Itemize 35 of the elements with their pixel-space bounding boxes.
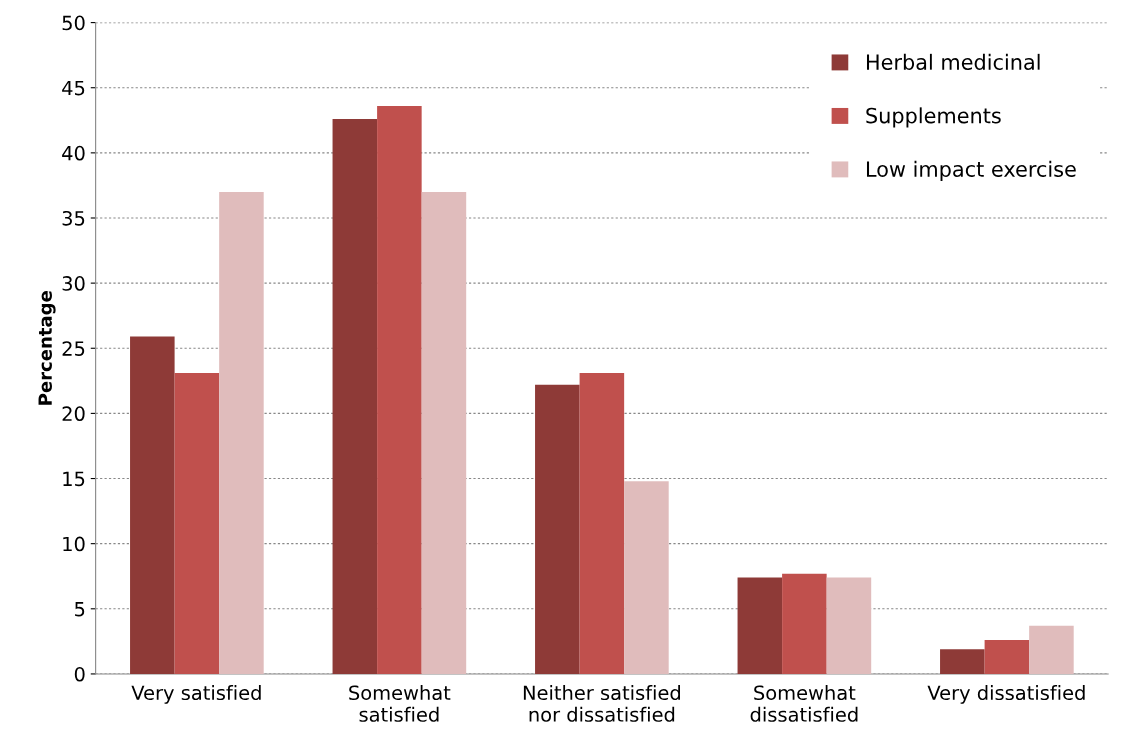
bar: [130, 336, 175, 674]
y-tick-label: 30: [62, 276, 85, 291]
x-tick-label: Very satisfied: [131, 685, 261, 704]
legend-label: Low impact exercise: [866, 160, 1076, 181]
y-axis-title: Percentage: [38, 291, 56, 405]
bar: [332, 118, 378, 674]
bar: [624, 481, 669, 674]
bar: [1029, 625, 1074, 674]
bar: [940, 649, 985, 674]
x-tick-label: Somewhat satisfied: [349, 685, 451, 722]
bar: [984, 640, 1030, 674]
bar: [579, 373, 625, 674]
x-tick-label: Neither satisfied nor dissatisfied: [523, 685, 680, 722]
bar: [174, 373, 220, 674]
y-tick-label: 5: [75, 602, 85, 617]
y-tick-label: 20: [62, 406, 85, 422]
legend-label: Supplements: [866, 107, 1001, 128]
bar: [219, 191, 264, 674]
bar: [737, 577, 783, 674]
bar: [782, 573, 827, 674]
bar: [421, 191, 467, 674]
y-tick-label: 25: [62, 341, 85, 356]
y-tick-label: 40: [62, 145, 85, 161]
y-tick-label: 35: [62, 210, 85, 226]
x-tick-label: Very dissatisfied: [927, 685, 1085, 704]
bar: [826, 577, 872, 674]
y-tick-label: 50: [62, 15, 85, 31]
y-tick-label: 15: [63, 471, 85, 487]
y-tick-label: 0: [74, 666, 85, 682]
y-tick-label: 45: [62, 80, 85, 96]
legend-label: Herbal medicinal: [866, 53, 1040, 70]
bar: [535, 384, 580, 674]
x-tick-label: Somewhat dissatisfied: [750, 685, 858, 722]
bar: [377, 105, 422, 674]
y-tick-label: 10: [63, 536, 85, 552]
